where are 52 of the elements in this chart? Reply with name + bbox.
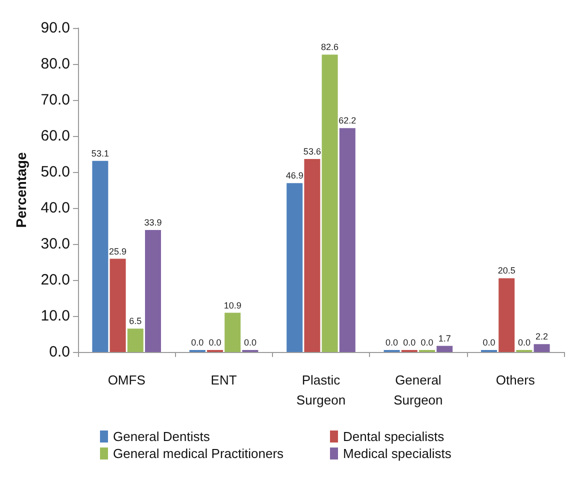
- bar: [145, 230, 161, 352]
- bar: [110, 258, 126, 352]
- y-tick-label: 90.0: [40, 20, 70, 36]
- data-label: 0.0: [518, 338, 530, 348]
- data-label: 0.0: [420, 338, 434, 348]
- bar: [224, 312, 241, 352]
- x-tick-label: ENT: [210, 372, 237, 388]
- data-label: 33.9: [144, 217, 162, 228]
- data-label: 20.5: [498, 266, 516, 276]
- y-tick-label: 60.0: [40, 128, 70, 144]
- y-tick-label: 40.0: [40, 200, 70, 216]
- data-label: 0.0: [208, 338, 222, 348]
- y-tick-label: 70.0: [40, 92, 70, 108]
- bar: [534, 344, 550, 352]
- bar: [127, 328, 144, 352]
- bar: [322, 54, 338, 352]
- data-label: 2.2: [536, 332, 548, 342]
- data-label: 0.0: [386, 338, 398, 348]
- data-label: 0.0: [403, 338, 416, 348]
- data-label: 82.6: [321, 42, 339, 52]
- y-tick-label: 50.0: [40, 164, 70, 180]
- legend-label: General medical Practitioners: [113, 446, 284, 461]
- y-tick-label: 0.0: [49, 344, 70, 360]
- data-label: 6.5: [129, 316, 142, 326]
- bar: [304, 159, 320, 352]
- bar: [339, 128, 356, 352]
- y-axis-title: Percentage: [13, 152, 29, 228]
- bar: [92, 160, 108, 352]
- y-tick-label: 80.0: [40, 56, 70, 72]
- data-label: 0.0: [482, 338, 496, 348]
- bar: [436, 346, 453, 352]
- bar: [286, 183, 303, 352]
- x-tick-label: OMFS: [108, 372, 146, 388]
- data-label: 25.9: [109, 246, 127, 256]
- bar: [498, 278, 515, 352]
- y-tick-label: 20.0: [40, 272, 70, 288]
- y-tick-label: 30.0: [40, 236, 70, 252]
- x-tick-label: Others: [496, 372, 536, 388]
- x-tick-label: General Surgeon: [394, 372, 443, 408]
- data-label: 10.9: [224, 300, 242, 310]
- data-label: 62.2: [338, 116, 356, 126]
- y-tick-label: 10.0: [40, 308, 70, 324]
- legend-label: Medical specialists: [343, 446, 452, 461]
- data-label: 53.6: [303, 146, 321, 157]
- data-label: 46.9: [286, 170, 304, 181]
- data-label: 0.0: [191, 338, 204, 348]
- data-label: 1.7: [438, 333, 451, 344]
- data-label: 0.0: [244, 338, 256, 348]
- legend-label: General Dentists: [113, 429, 210, 444]
- legend-label: Dental specialists: [343, 429, 445, 444]
- data-label: 53.1: [91, 148, 109, 158]
- x-tick-label: Plastic Surgeon: [296, 372, 346, 408]
